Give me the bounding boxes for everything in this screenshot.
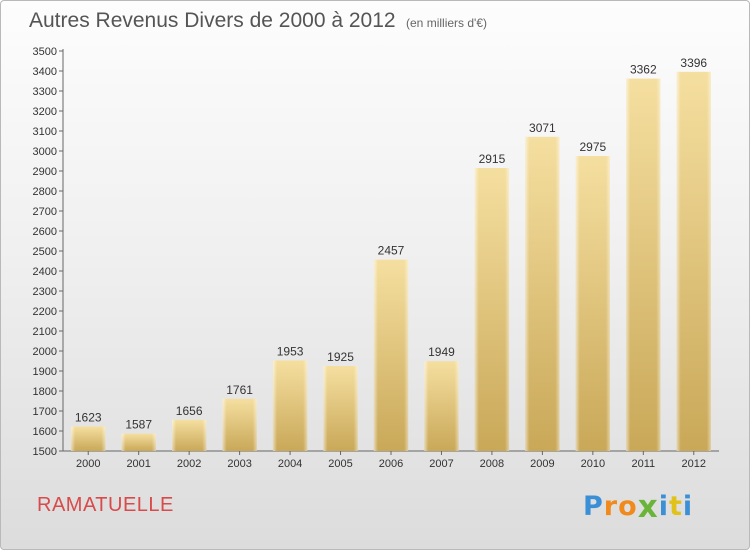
bar-highlight <box>474 168 510 451</box>
data-label: 1656 <box>176 404 203 418</box>
x-tick-label: 2012 <box>682 458 706 470</box>
bar-highlight <box>323 366 358 451</box>
x-tick-label: 2009 <box>530 458 554 470</box>
y-tick-label: 2000 <box>33 346 57 358</box>
logo-letter: r <box>603 491 619 522</box>
bar-highlight <box>222 398 257 451</box>
data-label: 1623 <box>75 410 102 424</box>
y-tick-label: 1700 <box>33 406 57 418</box>
data-label: 1761 <box>226 383 253 397</box>
x-tick-label: 2007 <box>429 458 453 470</box>
y-tick-label: 2400 <box>33 266 57 278</box>
logo-letter: P <box>583 491 604 522</box>
y-tick-label: 3200 <box>33 106 57 118</box>
logo-letter: t <box>668 491 683 522</box>
y-tick-label: 2200 <box>33 306 57 318</box>
x-tick-label: 2005 <box>328 458 352 470</box>
y-tick-label: 2800 <box>33 186 57 198</box>
logo-letter: i <box>682 491 694 522</box>
y-tick-label: 2500 <box>33 246 57 258</box>
x-tick-label: 2000 <box>76 458 100 470</box>
data-label: 2457 <box>378 244 405 258</box>
bar-highlight <box>71 426 106 451</box>
chart-title: Autres Revenus Divers de 2000 à 2012 <box>29 9 396 32</box>
y-tick-label: 3100 <box>33 126 57 138</box>
data-label: 1587 <box>125 418 152 432</box>
x-tick-label: 2010 <box>581 458 605 470</box>
data-label: 3396 <box>680 56 707 70</box>
bar-highlight <box>121 433 156 451</box>
y-tick-label: 1900 <box>33 366 57 378</box>
y-tick-label: 2100 <box>33 326 57 338</box>
y-tick-label: 2700 <box>33 206 57 218</box>
bar-highlight <box>525 136 560 452</box>
bar-highlight <box>373 259 409 451</box>
logo-letter: i <box>658 491 669 522</box>
y-tick-label: 2300 <box>33 286 57 298</box>
data-label: 1949 <box>428 345 455 359</box>
data-label: 3362 <box>630 63 657 77</box>
bar-highlight <box>676 71 711 452</box>
data-label: 2975 <box>579 140 606 154</box>
proxiti-logo: Proxiti <box>583 487 694 525</box>
y-tick-label: 1500 <box>33 446 57 458</box>
y-tick-label: 2600 <box>33 226 57 238</box>
y-tick-label: 3000 <box>33 146 57 158</box>
x-tick-label: 2004 <box>278 458 302 470</box>
y-tick-label: 1600 <box>33 426 57 438</box>
y-tick-label: 3400 <box>33 66 57 78</box>
location-label: RAMATUELLE <box>37 494 174 516</box>
x-tick-label: 2008 <box>480 458 504 470</box>
x-tick-label: 2006 <box>379 458 403 470</box>
y-tick-label: 1800 <box>33 386 57 398</box>
x-tick-label: 2011 <box>631 458 655 470</box>
title-block: Autres Revenus Divers de 2000 à 2012 (en… <box>29 9 487 33</box>
bar-highlight <box>626 78 661 451</box>
bar-highlight <box>272 360 308 451</box>
data-label: 1953 <box>277 344 304 358</box>
y-tick-label: 3500 <box>33 46 57 58</box>
bar-highlight <box>575 156 611 451</box>
y-tick-label: 2900 <box>33 166 57 178</box>
x-tick-label: 2003 <box>227 458 251 470</box>
data-label: 3071 <box>529 121 556 135</box>
data-label: 1925 <box>327 350 354 364</box>
chart-subtitle: (en milliers d'€) <box>406 16 487 30</box>
x-tick-label: 2002 <box>177 458 201 470</box>
x-tick-label: 2001 <box>126 458 150 470</box>
logo-letter: x <box>637 489 659 525</box>
bar-highlight <box>171 419 207 451</box>
data-label: 2915 <box>479 152 506 166</box>
bar-highlight <box>424 361 459 451</box>
logo-letter: o <box>618 491 638 522</box>
y-tick-label: 3300 <box>33 86 57 98</box>
